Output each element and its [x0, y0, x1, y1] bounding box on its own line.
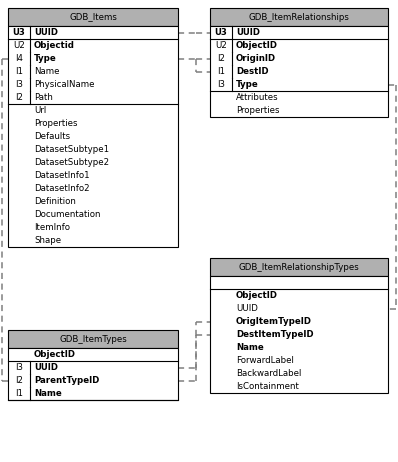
Text: Documentation: Documentation	[34, 210, 101, 219]
Bar	[8, 26, 178, 247]
Text: I1: I1	[217, 67, 225, 76]
Text: GDB_ItemRelationshipTypes: GDB_ItemRelationshipTypes	[239, 262, 359, 272]
Text: UUID: UUID	[34, 28, 58, 37]
Text: Defaults: Defaults	[34, 132, 70, 141]
Text: I2: I2	[15, 93, 23, 102]
Text: UUID: UUID	[236, 304, 258, 313]
Text: DatasetSubtype1: DatasetSubtype1	[34, 145, 109, 154]
Bar	[8, 330, 178, 348]
Text: ObjectID: ObjectID	[236, 41, 278, 50]
Bar	[8, 348, 178, 400]
Text: Shape: Shape	[34, 236, 61, 245]
Bar	[210, 8, 388, 26]
Text: Type: Type	[236, 80, 259, 89]
Text: ForwardLabel: ForwardLabel	[236, 356, 294, 365]
Text: I1: I1	[15, 67, 23, 76]
Bar	[210, 276, 388, 393]
Text: U2: U2	[13, 41, 25, 50]
Text: Definition: Definition	[34, 197, 76, 206]
Text: Objectid: Objectid	[34, 41, 75, 50]
Text: U3: U3	[13, 28, 25, 37]
Text: OrigItemTypeID: OrigItemTypeID	[236, 317, 312, 326]
Text: Name: Name	[34, 67, 59, 76]
Text: I3: I3	[15, 363, 23, 372]
Text: UUID: UUID	[236, 28, 260, 37]
Text: BackwardLabel: BackwardLabel	[236, 369, 301, 378]
Text: Url: Url	[34, 106, 46, 115]
Text: Properties: Properties	[34, 119, 78, 128]
Text: DatasetInfo1: DatasetInfo1	[34, 171, 90, 180]
Text: PhysicalName: PhysicalName	[34, 80, 94, 89]
Text: Name: Name	[236, 343, 264, 352]
Text: GDB_Items: GDB_Items	[69, 12, 117, 22]
Text: I3: I3	[217, 80, 225, 89]
Text: Name: Name	[34, 389, 62, 398]
Text: GDB_ItemTypes: GDB_ItemTypes	[59, 334, 127, 344]
Text: DestItemTypeID: DestItemTypeID	[236, 330, 314, 339]
Text: DestID: DestID	[236, 67, 269, 76]
Text: IsContainment: IsContainment	[236, 382, 299, 391]
Text: Attributes: Attributes	[236, 93, 279, 102]
Bar	[210, 26, 388, 117]
Bar	[210, 258, 388, 276]
Text: DatasetSubtype2: DatasetSubtype2	[34, 158, 109, 167]
Text: ObjectID: ObjectID	[34, 350, 76, 359]
Text: ItemInfo: ItemInfo	[34, 223, 70, 232]
Text: UUID: UUID	[34, 363, 58, 372]
Text: DatasetInfo2: DatasetInfo2	[34, 184, 90, 193]
Text: OriginID: OriginID	[236, 54, 276, 63]
Text: ParentTypeID: ParentTypeID	[34, 376, 100, 385]
Text: I2: I2	[15, 376, 23, 385]
Bar	[8, 8, 178, 26]
Text: I1: I1	[15, 389, 23, 398]
Text: GDB_ItemRelationships: GDB_ItemRelationships	[249, 12, 349, 22]
Text: I2: I2	[217, 54, 225, 63]
Text: ObjectID: ObjectID	[236, 291, 278, 300]
Text: Properties: Properties	[236, 106, 279, 115]
Text: I4: I4	[15, 54, 23, 63]
Text: U3: U3	[215, 28, 227, 37]
Text: Path: Path	[34, 93, 53, 102]
Text: I3: I3	[15, 80, 23, 89]
Text: Type: Type	[34, 54, 57, 63]
Text: U2: U2	[215, 41, 227, 50]
